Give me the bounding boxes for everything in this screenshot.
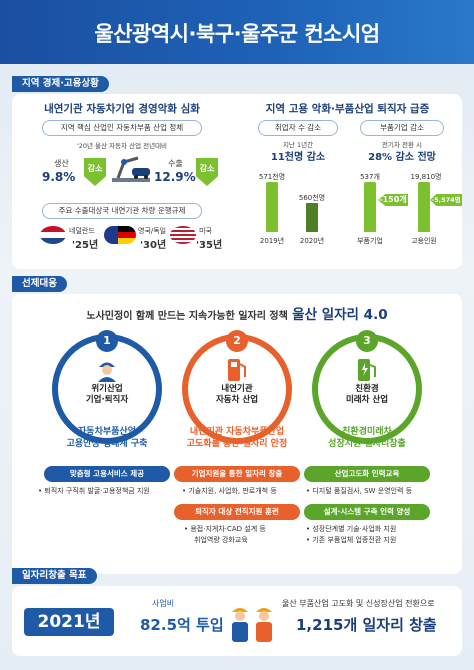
right-heading: 지역 고용 악화·부품산업 퇴직자 급증 <box>265 103 430 115</box>
pillar-3-label: 친환경 미래차 산업 <box>345 384 389 405</box>
ev-charger-icon <box>358 359 376 381</box>
pillar-3-bullet-2: • 성장단계별 기술·사업화 지원 <box>306 525 397 533</box>
pillar-2-tag-2: 퇴직자 대상 전직지원 훈련 <box>174 504 300 520</box>
chart-a-xlabel-2: 2020년 <box>299 237 325 245</box>
chart-b-bar-1 <box>364 182 376 232</box>
chart-a-xlabel-1: 2019년 <box>259 237 285 245</box>
uk-flag-icon <box>104 226 122 244</box>
flag-label-3: 미국 <box>199 227 212 235</box>
parts-firms-pill: 부품기업 감소 <box>360 120 444 136</box>
plan-name: 울산 일자리 4.0 <box>292 307 388 323</box>
export-down-arrow: 감소 <box>196 158 218 186</box>
plan-prefix: 노사민정이 함께 만드는 지속가능한 일자리 정책 <box>86 311 288 322</box>
pillar-3-bullet-1: • 디지털 품질검사, SW 운영인력 등 <box>306 487 413 495</box>
flag-year-3: '35년 <box>196 240 223 251</box>
chart-a-value-1: 571천명 <box>258 173 286 181</box>
pillar-3-circle <box>312 334 422 444</box>
pillar-2-number: 2 <box>226 330 248 352</box>
goal-description: 울산 부품산업 고도화 및 신성장산업 전환으로 <box>282 599 435 608</box>
pillar-3-number: 3 <box>356 330 378 352</box>
employment-note: 지난 1년간 <box>282 141 314 149</box>
export-label: 수출 <box>168 159 183 168</box>
employment-pill: 취업자 수 감소 <box>258 120 338 136</box>
pillar-2-label: 내연기관 자동차 산업 <box>215 384 259 405</box>
flag-label-2: 영국/독일 <box>138 227 167 235</box>
pillar-3-tag-1: 산업고도화 인력교육 <box>304 466 430 482</box>
parts-firms-note: 전기차 전환 시 <box>381 141 422 149</box>
pillar-2-bullet-1: • 기술지원, 사업화, 판로개척 등 <box>182 487 277 495</box>
section-tab-economy: 지역 경제·고용상황 <box>12 76 109 92</box>
regulation-pill: 주요 수출대상국 내연기관 차량 운행규제 <box>42 203 202 219</box>
employment-big: 11천명 감소 <box>270 152 326 163</box>
left-heading: 내연기관 자동차기업 경영악화 심화 <box>44 103 200 115</box>
worker-icon <box>98 362 116 382</box>
production-down-arrow: 감소 <box>84 158 106 186</box>
pillar-1-strategy: 자동차부품산업 고용안정 생태계 구축 <box>66 427 148 449</box>
pillar-1-label: 위기산업 기업·퇴직자 <box>85 384 129 405</box>
plan-title: 노사민정이 함께 만드는 지속가능한 일자리 정책 울산 일자리 4.0 <box>0 303 474 323</box>
factory-robot-icon <box>112 156 150 182</box>
parts-firms-big: 28% 감소 전망 <box>368 152 436 163</box>
budget-label: 사업비 <box>152 599 175 608</box>
core-industry-pill: 지역 핵심 산업인 자동차부품 산업 정체 <box>42 120 202 136</box>
pillar-3-bullet-3: • 기존 부품업체 업종전환 지원 <box>306 536 397 544</box>
pillar-1-number: 1 <box>96 330 118 352</box>
chart-b-xlabel-1: 부품기업 <box>357 237 383 245</box>
chart-b-xlabel-2: 고용인원 <box>411 237 437 245</box>
germany-flag-icon <box>118 226 136 244</box>
flag-year-1: '25년 <box>72 240 99 251</box>
auto-note: '20년 울산 자동차 산업 전년대비 <box>76 142 168 150</box>
export-value: 12.9% <box>154 170 196 184</box>
pillar-1-tag-1: 맞춤형 고용서비스 제공 <box>44 466 170 482</box>
title-bar <box>0 0 474 64</box>
budget-value: 82.5억 투입 <box>140 616 224 634</box>
netherlands-flag-icon <box>40 226 66 244</box>
production-value: 9.8% <box>42 170 76 184</box>
chart-a-value-2: 560천명 <box>298 194 326 202</box>
chart-b-bar-2 <box>418 182 430 232</box>
chart-b-value-1: 537개 <box>360 173 380 181</box>
goal-year: 2021년 <box>24 608 114 636</box>
pillar-2-bullet-3: 취업역량 강화교육 <box>194 536 248 544</box>
chart-b-drop-1: -150개 <box>378 194 408 206</box>
chart-b-drop-2: -5,574명 <box>430 194 462 206</box>
workers-group-icon <box>232 608 272 642</box>
flag-label-1: 네덜란드 <box>69 227 95 235</box>
pillar-1-bullet-1: • 퇴직자 구직취 발굴·고용정책금 지원 <box>38 487 150 495</box>
section-tab-response: 선제대응 <box>12 276 67 292</box>
flag-year-2: '30년 <box>140 240 167 251</box>
pillar-2-bullet-2: • 용접·지게차·CAD 설계 등 <box>184 525 266 533</box>
pillar-3-tag-2: 설계·시스템 구축 인력 양성 <box>304 504 430 520</box>
section-tab-goal: 일자리창출 목표 <box>12 568 97 584</box>
usa-flag-icon <box>170 226 196 244</box>
fuel-pump-icon <box>228 359 246 381</box>
production-label: 생산 <box>54 159 69 168</box>
chart-b-value-2: 19,810명 <box>410 173 442 181</box>
pillar-2-tag-1: 기업지원을 통한 일자리 창출 <box>174 466 300 482</box>
chart-a-bar-1 <box>266 182 278 232</box>
jobs-created: 1,215개 일자리 창출 <box>296 616 437 634</box>
chart-a-bar-2 <box>306 203 318 232</box>
page-title: 울산광역시·북구·울주군 컨소시엄 <box>94 22 380 46</box>
pillar-3-strategy: 친환경미래차 성장지원 일자리창출 <box>328 427 406 449</box>
pillar-2-strategy: 내연기관 자동차부품산업 고도화를 통한 일자리 안정 <box>186 427 288 449</box>
